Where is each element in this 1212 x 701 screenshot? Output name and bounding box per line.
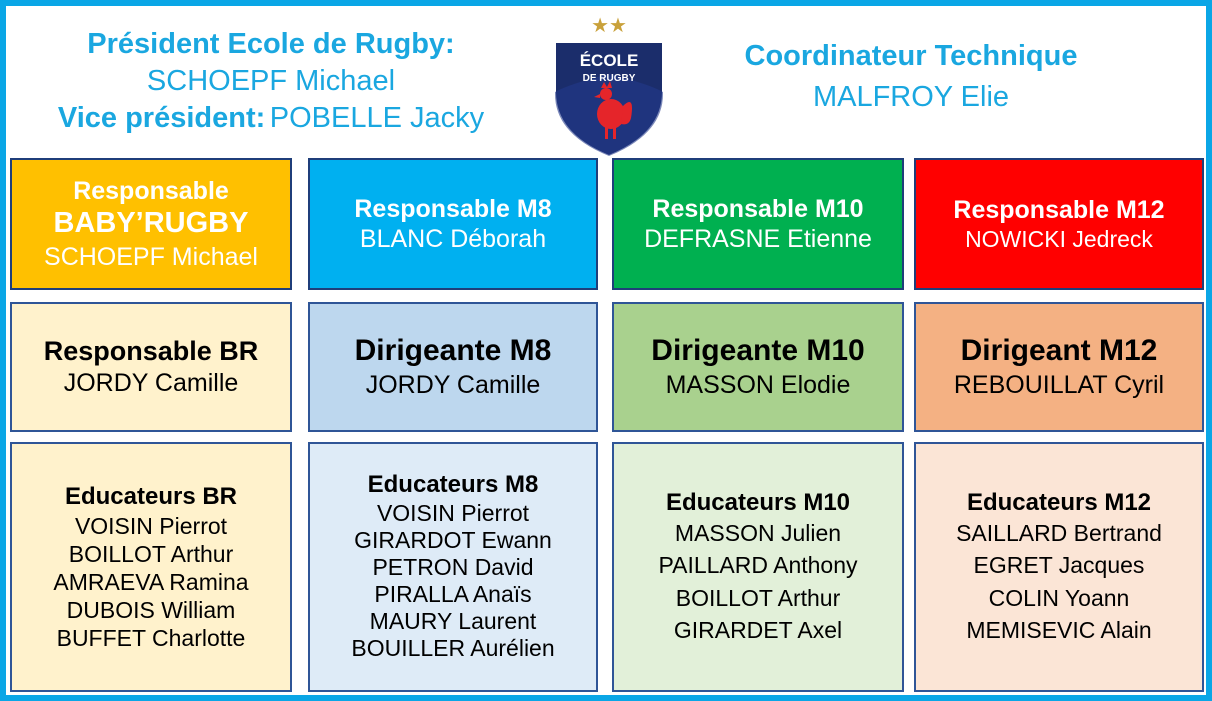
card-title: Responsable BR [43, 336, 259, 367]
card-title: Dirigeante M10 [651, 334, 865, 368]
card-title: Dirigeante M8 [354, 334, 552, 368]
educateurs-card: Educateurs M10 MASSON Julien PAILLARD Ant… [612, 442, 904, 692]
president-block: Président Ecole de Rugby: SCHOEPF Michae… [46, 28, 496, 135]
educateur-name: BOILLOT Arthur [68, 540, 234, 567]
logo-line1: ÉCOLE [580, 51, 639, 70]
educateur-name: MASSON Julien [674, 520, 842, 547]
card-name: BLANC Déborah [359, 225, 547, 253]
card-title-line2: BABY’RUGBY [53, 207, 249, 240]
card-title: Responsable M10 [652, 194, 864, 223]
responsable-card: Responsable M8 BLANC Déborah [308, 158, 598, 290]
educateur-name: DUBOIS William [66, 596, 236, 623]
dirigeant-card: Dirigeante M10 MASSON Elodie [612, 302, 904, 432]
rooster-icon [594, 81, 632, 139]
card-name: JORDY Camille [365, 371, 541, 400]
responsable-card: Responsable M10 DEFRASNE Etienne [612, 158, 904, 290]
educateurs-card: Educateurs M12 SAILLARD Bertrand EGRET Ja… [914, 442, 1204, 692]
educateurs-list: VOISIN Pierrot GIRARDOT Ewann PETRON David… [351, 500, 554, 663]
card-title: Responsable M12 [953, 195, 1165, 224]
coordinator-label: Coordinateur Technique [744, 40, 1078, 72]
vice-president-name: POBELLE Jacky [269, 102, 485, 134]
responsable-card: Responsable BABY’RUGBY SCHOEPF Michael [10, 158, 292, 290]
vice-president-label: Vice président: [57, 102, 266, 134]
coordinator-name: MALFROY Elie [812, 81, 1010, 113]
educateur-name: VOISIN Pierrot [74, 512, 228, 539]
educateur-name: BUFFET Charlotte [56, 624, 246, 651]
card-name: REBOUILLAT Cyril [953, 371, 1165, 400]
educateur-name: PETRON David [372, 554, 534, 581]
ecole-de-rugby-logo: ★★ ÉCOLE DE RUGBY [549, 13, 669, 158]
dirigeant-card: Dirigeant M12 REBOUILLAT Cyril [914, 302, 1204, 432]
educateur-name: GIRARDET Axel [673, 616, 843, 643]
educateur-name: BOUILLER Aurélien [351, 635, 555, 662]
educateur-name: MEMISEVIC Alain [966, 616, 1152, 643]
educateurs-card: Educateurs M8 VOISIN Pierrot GIRARDOT Ewa… [308, 442, 598, 692]
educateur-name: COLIN Yoann [988, 584, 1130, 611]
card-name: NOWICKI Jedreck [965, 226, 1153, 253]
responsable-card: Responsable M12 NOWICKI Jedreck [914, 158, 1204, 290]
card-title: Dirigeant M12 [960, 334, 1158, 368]
card-title: Educateurs M12 [966, 488, 1152, 516]
educateur-name: SAILLARD Bertrand [956, 520, 1162, 547]
logo-line2: DE RUGBY [583, 73, 636, 84]
educateur-name: PIRALLA Anaïs [374, 581, 532, 608]
educateur-name: EGRET Jacques [973, 552, 1145, 579]
card-title: Educateurs M8 [367, 471, 539, 499]
educateurs-list: MASSON Julien PAILLARD Anthony BOILLOT Art… [658, 517, 857, 646]
vice-president-line: Vice président: POBELLE Jacky [46, 102, 496, 135]
card-name: MASSON Elodie [665, 371, 851, 400]
dirigeant-card: Responsable BR JORDY Camille [10, 302, 292, 432]
educateur-name: GIRARDOT Ewann [354, 526, 552, 553]
educateur-name: VOISIN Pierrot [376, 499, 530, 526]
shield-logo-icon: ★★ ÉCOLE DE RUGBY [554, 13, 664, 158]
coordinator-block: Coordinateur Technique MALFROY Elie [706, 40, 1116, 114]
educateur-name: BOILLOT Arthur [675, 584, 841, 611]
card-title: Responsable [73, 176, 229, 205]
card-name: SCHOEPF Michael [44, 242, 258, 271]
educateur-name: AMRAEVA Ramina [53, 568, 249, 595]
educateur-name: MAURY Laurent [369, 608, 537, 635]
president-label: Président Ecole de Rugby: [87, 28, 455, 60]
card-title: Educateurs BR [64, 483, 238, 511]
card-title: Responsable M8 [354, 194, 552, 223]
educateurs-list: VOISIN Pierrot BOILLOT Arthur AMRAEVA Rami… [53, 512, 248, 652]
educateurs-list: SAILLARD Bertrand EGRET Jacques COLIN Yoan… [956, 517, 1162, 646]
stars-icon: ★★ [591, 14, 627, 37]
card-name: JORDY Camille [63, 369, 239, 398]
dirigeant-card: Dirigeante M8 JORDY Camille [308, 302, 598, 432]
card-name: DEFRASNE Etienne [644, 225, 872, 253]
educateur-name: PAILLARD Anthony [658, 552, 858, 579]
president-name: SCHOEPF Michael [146, 65, 396, 97]
educateurs-card: Educateurs BR VOISIN Pierrot BOILLOT Arth… [10, 442, 292, 692]
card-title: Educateurs M10 [665, 488, 851, 516]
